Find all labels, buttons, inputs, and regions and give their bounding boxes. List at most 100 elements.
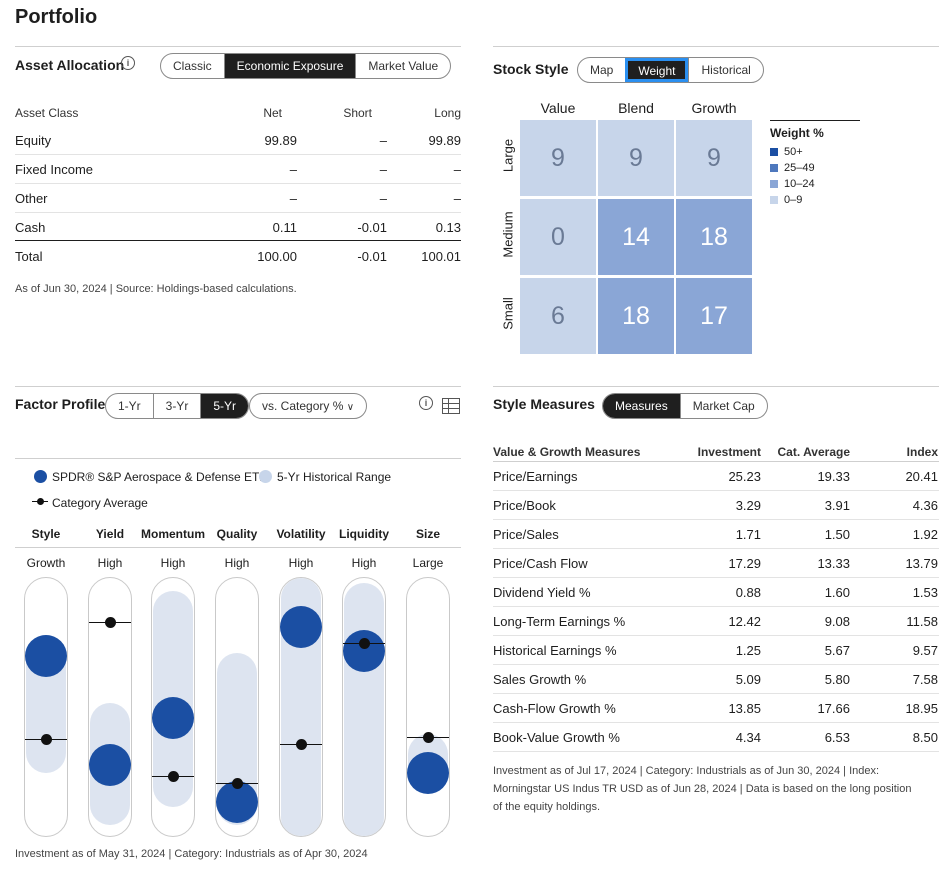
legend-swatch [770, 148, 778, 157]
footnote-line: Morningstar US Indus TR USD as of Jun 28… [493, 783, 912, 795]
factor-fund-marker[interactable] [152, 697, 194, 740]
factor-track [24, 577, 68, 837]
allocation-net: – [289, 162, 297, 177]
tab-map[interactable]: Map [590, 63, 614, 77]
allocation-row: Equity 99.89 – 99.89 [15, 126, 461, 155]
factor-fund-marker[interactable] [25, 635, 67, 677]
allocation-row: Other – – – [15, 184, 461, 213]
factor-category-marker[interactable] [105, 617, 116, 629]
measure-investment: 0.88 [735, 585, 761, 600]
factor-fund-marker[interactable] [407, 752, 449, 794]
factor-track [88, 577, 132, 837]
style-measures-footnote: Investment as of Jul 17, 2024 | Category… [493, 762, 911, 816]
comparison-dropdown[interactable]: vs. Category % ∨ [249, 393, 368, 419]
allocation-short: – [379, 191, 387, 206]
weight-legend-title: Weight % [770, 126, 824, 140]
factor-track [215, 577, 259, 837]
factor-category-marker[interactable] [232, 778, 243, 790]
allocation-long: – [453, 162, 461, 177]
measure-cat-average: 6.53 [824, 730, 850, 745]
measure-name: Cash-Flow Growth % [493, 701, 616, 716]
footnote-line: Investment as of Jul 17, 2024 | Category… [493, 765, 880, 777]
measure-cat-average: 1.60 [824, 585, 850, 600]
factor-header-rule [15, 547, 461, 548]
style-box-cell: 9 [598, 120, 674, 196]
tab-market-cap[interactable]: Market Cap [679, 394, 767, 418]
factor-name: Momentum [141, 527, 205, 541]
col-header-short: Short [343, 106, 372, 120]
measure-name: Price/Book [493, 498, 556, 513]
factor-category-marker[interactable] [296, 739, 307, 751]
factor-profile-title: Factor Profile [15, 396, 106, 412]
allocation-row: Fixed Income – – – [15, 155, 461, 184]
measure-name: Book-Value Growth % [493, 730, 620, 745]
factor-category-marker[interactable] [423, 731, 434, 743]
measure-name: Historical Earnings % [493, 643, 617, 658]
allocation-asset-class: Fixed Income [15, 162, 94, 177]
factor-track [151, 577, 195, 837]
allocation-row: Cash 0.11 -0.01 0.13 [15, 213, 461, 242]
range-legend-marker [259, 470, 272, 483]
allocation-long: – [453, 191, 461, 206]
stock-style-rule [493, 46, 939, 47]
footnote-line: of the equity holdings. [493, 801, 601, 813]
factor-name: Yield [95, 527, 125, 541]
info-icon[interactable]: i [121, 56, 135, 70]
factor-category-marker[interactable] [359, 638, 370, 649]
chevron-down-icon: ∨ [346, 402, 355, 413]
measure-cat-average: 5.80 [824, 672, 850, 687]
allocation-asset-class: Other [15, 191, 48, 206]
tab-1-yr[interactable]: 1-Yr [118, 399, 141, 413]
tab-historical[interactable]: Historical [688, 58, 762, 82]
factor-name: Liquidity [339, 527, 389, 541]
allocation-net: 99.89 [264, 133, 297, 148]
measure-name: Sales Growth % [493, 672, 587, 687]
col-header-asset-class: Asset Class [15, 106, 79, 120]
style-box-cell: 18 [598, 278, 674, 354]
factor-category-marker[interactable] [41, 734, 52, 746]
measure-name: Long-Term Earnings % [493, 614, 626, 629]
measure-index: 7.58 [912, 672, 938, 687]
tab-market-value[interactable]: Market Value [355, 54, 450, 78]
measure-row: Price/Cash Flow 17.29 13.33 13.79 [493, 549, 939, 578]
legend-label: 10–24 [784, 178, 815, 190]
stock-style-title: Stock Style [493, 61, 569, 77]
measure-cat-average: 17.66 [817, 701, 850, 716]
weight-legend-rule [770, 120, 860, 121]
table-view-icon[interactable] [442, 398, 460, 414]
legend-label: 0–9 [784, 194, 803, 206]
tab-measures[interactable]: Measures [603, 394, 680, 418]
info-icon[interactable]: i [419, 396, 433, 410]
factor-track [406, 577, 450, 837]
weight-legend-item: 25–49 [770, 162, 815, 174]
style-measures-rule [493, 386, 939, 387]
style-box-cell: 14 [598, 199, 674, 275]
factor-fund-marker[interactable] [89, 744, 131, 787]
factor-track [342, 577, 386, 837]
tab-weight[interactable]: Weight [625, 58, 689, 82]
comparison-dropdown-label: vs. Category % [262, 399, 344, 413]
factor-category-marker[interactable] [168, 770, 179, 782]
style-row-small: Small [500, 297, 516, 330]
style-box-cell: 18 [676, 199, 752, 275]
fund-legend-marker [34, 470, 47, 483]
measure-cat-average: 19.33 [817, 469, 850, 484]
measure-name: Price/Earnings [493, 469, 578, 484]
tab-5-yr[interactable]: 5-Yr [200, 394, 249, 418]
measure-index: 1.92 [912, 527, 938, 542]
factor-name: Volatility [276, 527, 326, 541]
measure-index: 20.41 [905, 469, 938, 484]
measure-cat-average: 5.67 [824, 643, 850, 658]
asset-allocation-tabs: Classic Economic Exposure Market Value [160, 53, 452, 79]
tab-3-yr[interactable]: 3-Yr [152, 394, 201, 418]
tab-economic-exposure[interactable]: Economic Exposure [223, 54, 356, 78]
allocation-asset-class: Equity [15, 133, 52, 148]
style-row-large: Large [500, 138, 516, 173]
factor-fund-marker[interactable] [280, 606, 322, 649]
measure-row: Long-Term Earnings % 12.42 9.08 11.58 [493, 607, 939, 636]
tab-classic[interactable]: Classic [173, 59, 212, 73]
col-header-long: Long [434, 106, 461, 120]
factor-fund-marker[interactable] [343, 629, 385, 672]
factor-top-label: Growth [26, 556, 66, 570]
allocation-short: – [379, 162, 387, 177]
